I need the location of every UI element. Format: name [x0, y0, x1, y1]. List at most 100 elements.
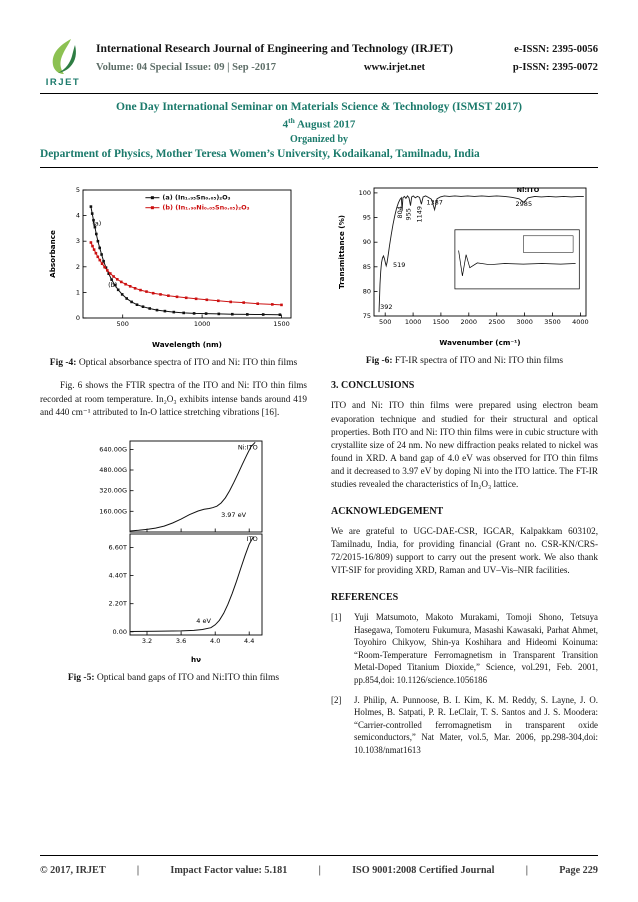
svg-text:500: 500: [116, 320, 128, 328]
fig5-caption-label: Fig -5:: [67, 672, 95, 683]
svg-text:0: 0: [75, 314, 79, 322]
svg-text:2500: 2500: [488, 318, 505, 326]
svg-text:804: 804: [396, 206, 404, 218]
svg-text:2.20T: 2.20T: [108, 599, 126, 607]
seminar-date: 4th August 2017: [40, 116, 598, 131]
svg-text:1000: 1000: [404, 318, 421, 326]
footer-separator: |: [318, 865, 321, 876]
page-number: Page 229: [559, 865, 598, 876]
irjet-logo: IRJET: [40, 38, 86, 88]
svg-text:85: 85: [362, 262, 370, 270]
journal-website: www.irjet.net: [363, 62, 426, 73]
svg-text:3.2: 3.2: [141, 637, 151, 645]
fig6-figure: 500 1000 1500 2000 2500 3000 3500 4000 75 80 85 90 9…: [331, 182, 598, 348]
svg-text:0.00: 0.00: [112, 627, 126, 635]
svg-text:Transmittance (%): Transmittance (%): [337, 215, 346, 289]
svg-text:6.60T: 6.60T: [108, 543, 126, 551]
reference-2-number: [2]: [331, 694, 342, 705]
svg-text:Ni:ITO: Ni:ITO: [516, 186, 539, 194]
seminar-banner: One Day International Seminar on Materia…: [40, 98, 598, 162]
footer-separator: |: [525, 865, 528, 876]
reference-item-2: [2] J. Philip, A. Punnoose, B. I. Kim, K…: [331, 694, 598, 756]
iso-certification-text: ISO 9001:2008 Certified Journal: [352, 865, 495, 876]
svg-text:480.00G: 480.00G: [99, 466, 127, 474]
journal-header: IRJET International Research Journal of …: [40, 38, 598, 88]
svg-text:4.0: 4.0: [210, 637, 220, 645]
header-row-2: Volume: 04 Special Issue: 09 | Sep -2017…: [96, 62, 598, 73]
impact-factor-text: Impact Factor value: 5.181: [170, 865, 288, 876]
svg-text:3: 3: [75, 237, 79, 245]
svg-text:1000: 1000: [193, 320, 210, 328]
svg-text:ITO: ITO: [246, 535, 257, 543]
svg-text:95: 95: [362, 213, 370, 221]
svg-text:500: 500: [378, 318, 390, 326]
references-heading: REFERENCES: [331, 592, 399, 604]
footer-separator: |: [136, 865, 140, 876]
banner-rule: [40, 166, 598, 168]
acknowledgement-heading: ACKNOWLEDGEMENT: [331, 505, 444, 517]
header-row-1: International Research Journal of Engine…: [96, 42, 598, 55]
footer-row: © 2017, IRJET | Impact Factor value: 5.1…: [40, 865, 598, 876]
journal-title: International Research Journal of Engine…: [96, 42, 453, 55]
fig6-caption-text: FT-IR spectra of ITO and Ni: ITO thin fi…: [392, 355, 564, 366]
svg-text:320.00G: 320.00G: [99, 486, 127, 494]
fig4-absorbance-chart: 500 1000 1500 0 1 2 3 4 5 Wavelength (nm) Absorban…: [40, 182, 307, 350]
svg-text:(a): (a): [92, 219, 101, 227]
fig4-caption: Fig -4: Optical absorbance spectra of IT…: [46, 357, 301, 370]
seminar-title: One Day International Seminar on Materia…: [115, 100, 522, 113]
svg-text:1149: 1149: [415, 206, 423, 223]
volume-line: Volume: 04 Special Issue: 09 | Sep -2017: [96, 62, 276, 73]
irjet-flame-icon: [40, 38, 86, 76]
reference-1-number: [1]: [331, 612, 342, 623]
acknowledgement-text: We are grateful to UGC-DAE-CSR, IGCAR, K…: [331, 525, 598, 576]
irjet-logo-text: IRJET: [45, 77, 81, 88]
reference-2-text: J. Philip, A. Punnoose, B. I. Kim, K. M.…: [354, 694, 598, 755]
svg-text:75: 75: [362, 312, 370, 320]
fig5-niito-panel-chart: 160.00G 320.00G 480.00G 640.00G Ni:ITO 3.97 e…: [40, 433, 307, 533]
svg-text:4.40T: 4.40T: [108, 571, 126, 579]
fig6-caption: Fig -6: FT-IR spectra of ITO and Ni: ITO…: [337, 355, 592, 368]
svg-text:5: 5: [75, 186, 79, 194]
svg-text:4: 4: [75, 211, 79, 219]
svg-text:955: 955: [404, 208, 412, 220]
svg-text:80: 80: [362, 287, 370, 295]
header-text-block: International Research Journal of Engine…: [96, 38, 598, 73]
svg-text:4.4: 4.4: [244, 637, 254, 645]
svg-text:(a) (In₁.₉₅Sn₀.₀₅)₂O₃: (a) (In₁.₉₅Sn₀.₀₅)₂O₃: [162, 193, 230, 201]
fig4-figure: 500 1000 1500 0 1 2 3 4 5 Wavelength (nm) Absorban…: [40, 182, 307, 350]
svg-text:Absorbance: Absorbance: [48, 230, 57, 278]
svg-text:(b) (In₁.₉₀Ni₀.₀₅Sn₀.₀₅)₂O₃: (b) (In₁.₉₀Ni₀.₀₅Sn₀.₀₅)₂O₃: [162, 203, 249, 211]
reference-1-text: Yuji Matsumoto, Makoto Murakami, Tomoji …: [354, 612, 598, 685]
svg-text:1500: 1500: [273, 320, 290, 328]
conclusions-text: ITO and Ni: ITO thin films were prepared…: [331, 400, 598, 489]
footer-rule: [40, 855, 598, 856]
svg-text:4000: 4000: [572, 318, 589, 326]
two-column-body: 500 1000 1500 0 1 2 3 4 5 Wavelength (nm) Absorban…: [40, 180, 598, 757]
svg-text:640.00G: 640.00G: [99, 445, 127, 453]
svg-text:3000: 3000: [516, 318, 533, 326]
svg-text:1: 1: [75, 288, 79, 296]
fig5-ito-panel-chart: 3.2 3.6 4.0 4.4 0.00 2.20T 4.40T 6.60T hν ITO 4 eV: [40, 533, 307, 665]
e-issn: e-ISSN: 2395-0056: [514, 44, 598, 55]
organized-by-label: Organized by: [289, 133, 349, 145]
svg-text:3500: 3500: [544, 318, 561, 326]
fig4-caption-text: Optical absorbance spectra of ITO and Ni…: [76, 357, 298, 368]
svg-text:3.6: 3.6: [175, 637, 185, 645]
date-rest: August 2017: [294, 118, 356, 131]
svg-text:160.00G: 160.00G: [99, 507, 127, 515]
header-rule: [40, 93, 598, 94]
fig5-caption: Fig -5: Optical band gaps of ITO and Ni:…: [46, 672, 301, 685]
right-column: 500 1000 1500 2000 2500 3000 3500 4000 75 80 85 90 9…: [331, 180, 598, 757]
svg-text:100: 100: [358, 189, 370, 197]
svg-text:90: 90: [362, 238, 370, 246]
svg-text:2000: 2000: [460, 318, 477, 326]
svg-text:1387: 1387: [426, 198, 443, 206]
date-number: 4: [282, 118, 289, 131]
svg-text:392: 392: [380, 303, 392, 311]
conclusions-heading: 3. CONCLUSIONS: [331, 380, 415, 392]
svg-text:(b): (b): [108, 280, 117, 288]
svg-text:hν: hν: [190, 655, 200, 664]
fig6-ftir-chart: 500 1000 1500 2000 2500 3000 3500 4000 75 80 85 90 9…: [331, 182, 598, 348]
reference-item-1: [1] Yuji Matsumoto, Makoto Murakami, Tom…: [331, 611, 598, 686]
